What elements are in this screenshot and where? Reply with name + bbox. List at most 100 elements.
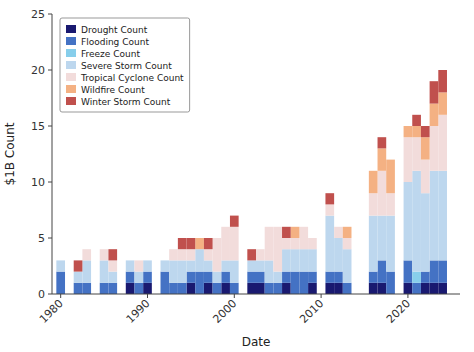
legend-box	[60, 18, 190, 112]
bar-segment	[430, 81, 439, 103]
bar-segment	[378, 283, 387, 294]
legend-label: Drought Count	[81, 25, 148, 35]
bar-segment	[343, 227, 352, 238]
bar-segment	[438, 283, 447, 294]
bar-segment	[299, 226, 308, 227]
bar-segment	[126, 260, 135, 261]
bar-segment	[308, 249, 317, 271]
bar-segment	[247, 249, 256, 260]
y-axis-label: $1B Count	[3, 122, 17, 185]
bar-segment	[369, 171, 378, 193]
bar-segment	[221, 227, 230, 261]
bar-segment	[291, 226, 300, 227]
bar-segment	[161, 260, 170, 261]
bar-segment	[438, 260, 447, 282]
bar-segment	[221, 260, 230, 271]
bar-segment	[256, 249, 265, 250]
bar-segment	[82, 249, 91, 250]
legend-swatch	[66, 85, 76, 93]
bar-segment	[308, 283, 317, 294]
y-tick	[48, 238, 52, 239]
legend-label: Freeze Count	[81, 49, 140, 59]
bar-segment	[230, 216, 239, 227]
bar-segment	[334, 283, 343, 294]
bar-segment	[438, 70, 447, 92]
bar-segment	[421, 193, 430, 271]
legend-label: Severe Storm Count	[81, 61, 172, 71]
bar-segment	[100, 260, 109, 282]
bar-segment	[143, 260, 152, 261]
bar-segment	[247, 260, 256, 271]
bar-segment	[169, 283, 178, 294]
x-tick-label: 2010	[297, 297, 326, 326]
bar-segment	[334, 226, 343, 227]
bar-segment	[256, 249, 265, 260]
bar-segment	[204, 272, 213, 283]
bar-segment	[134, 260, 143, 261]
bar-segment	[421, 272, 430, 283]
bar-segment	[56, 272, 65, 294]
bar-segment	[74, 283, 83, 294]
y-tick	[48, 126, 52, 127]
bar-segment	[143, 260, 152, 271]
bar-segment	[100, 249, 109, 260]
legend-label: Flooding Count	[81, 37, 149, 47]
bar-segment	[438, 115, 447, 171]
bar-segment	[187, 260, 196, 271]
bar-segment	[386, 160, 395, 194]
bar-segment	[343, 249, 352, 283]
legend-swatch	[66, 49, 76, 57]
x-tick-label: 1980	[37, 297, 66, 326]
bar-segment	[299, 226, 308, 227]
bar-segment	[378, 171, 387, 216]
bar-segment	[273, 226, 282, 227]
bar-segment	[378, 216, 387, 261]
bar-segment	[221, 226, 230, 227]
bar-segment	[204, 283, 213, 294]
x-tick	[234, 294, 235, 298]
bar-segment	[126, 260, 135, 261]
bar-segment	[438, 92, 447, 114]
bar-segment	[82, 283, 91, 294]
bar-segment	[178, 283, 187, 294]
bar-segment	[74, 272, 83, 283]
bar-segment	[134, 272, 143, 283]
bar-segment	[369, 216, 378, 272]
bar-segment	[143, 272, 152, 283]
bar-segment	[195, 249, 204, 271]
bar-segment	[204, 260, 213, 271]
bar-segment	[213, 272, 222, 283]
bar-segment	[195, 238, 204, 239]
bar-segment	[299, 272, 308, 294]
legend: Drought Count Flooding Count Freeze Count S…	[60, 18, 190, 112]
bar-segment	[404, 137, 413, 182]
legend-label: Winter Storm Count	[81, 97, 171, 107]
bar-segment	[221, 272, 230, 283]
bar-segment	[230, 260, 239, 282]
y-tick	[48, 70, 52, 71]
bar-segment	[187, 272, 196, 283]
bar-segment	[412, 283, 421, 294]
bar-segment	[378, 260, 387, 282]
bar-segment	[178, 238, 187, 249]
bar-segment	[56, 260, 65, 261]
bar-segment	[369, 170, 378, 171]
bar-segment	[334, 238, 343, 272]
bar-segment	[56, 260, 65, 261]
bar-segment	[378, 148, 387, 170]
bar-segment	[291, 272, 300, 294]
bar-segment	[265, 226, 274, 227]
bar-segment	[100, 249, 109, 250]
bar-segment	[82, 260, 91, 282]
bar-segment	[386, 272, 395, 294]
bar-segment	[282, 272, 291, 283]
bar-segment	[265, 227, 274, 261]
bar-segment	[404, 126, 413, 137]
bar-segment	[308, 272, 317, 283]
legend-swatch	[66, 97, 76, 105]
bar-segment	[325, 193, 334, 204]
bar-segment	[430, 171, 439, 261]
bar-segment	[134, 260, 143, 261]
legend-swatch	[66, 61, 76, 69]
y-tick-label: 0	[38, 288, 45, 301]
